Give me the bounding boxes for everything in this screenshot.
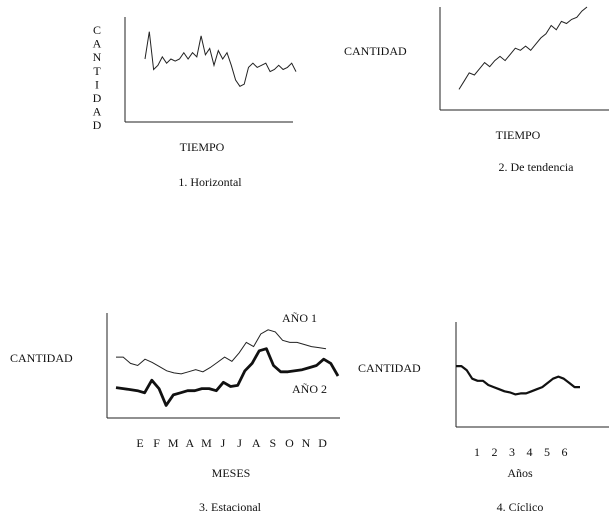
- x-tick-label: O: [285, 436, 294, 450]
- ylabel-letter: A: [93, 105, 102, 119]
- ylabel-letter: T: [93, 64, 101, 78]
- x-tick-label: 3: [509, 445, 515, 459]
- ylabel-letter: A: [93, 37, 102, 51]
- x-tick-label: F: [153, 436, 160, 450]
- x-axis-label: TIEMPO: [496, 128, 541, 142]
- x-tick-label: D: [318, 436, 327, 450]
- x-tick-label: J: [221, 436, 226, 450]
- panel-caption: 1. Horizontal: [178, 175, 242, 189]
- x-tick-label: M: [168, 436, 179, 450]
- y-axis-label: CANTIDAD: [344, 44, 407, 58]
- x-tick-label: 2: [492, 445, 498, 459]
- x-tick-label: N: [302, 436, 311, 450]
- ylabel-vertical-letters: CANTIDAD: [93, 23, 102, 132]
- x-tick-label: A: [252, 436, 261, 450]
- series-line: [456, 366, 580, 394]
- series-line: [459, 7, 587, 89]
- ylabel-letter: D: [93, 91, 102, 105]
- ylabel-letter: C: [93, 23, 101, 37]
- series-line-ano-1: [116, 330, 326, 374]
- panel-caption: 4. Cíclico: [497, 500, 544, 514]
- ylabel-letter: I: [95, 77, 99, 91]
- y-axis-label: CANTIDAD: [358, 361, 421, 375]
- x-tick-label: E: [136, 436, 143, 450]
- x-tick-label: S: [269, 436, 276, 450]
- series-label-ano-2: AÑO 2: [292, 382, 327, 396]
- x-tick-label: 4: [527, 445, 533, 459]
- x-tick-label: J: [237, 436, 242, 450]
- x-axis-label: Años: [507, 466, 533, 480]
- y-axis-label: CANTIDAD: [10, 351, 73, 365]
- series-line: [145, 32, 296, 87]
- panel-caption: 3. Estacional: [199, 500, 262, 514]
- panel-tendencia: CANTIDAD TIEMPO 2. De tendencia: [344, 7, 609, 174]
- x-tick-label: 6: [562, 445, 568, 459]
- x-tick-label: A: [185, 436, 194, 450]
- x-tick-label: 5: [544, 445, 550, 459]
- series-line-ano-2: [116, 349, 338, 406]
- x-axis-label: TIEMPO: [180, 140, 225, 154]
- x-axis-label: MESES: [212, 466, 251, 480]
- x-tick-label: M: [201, 436, 212, 450]
- panel-horizontal: CANTIDAD TIEMPO 1. Horizontal: [93, 17, 296, 189]
- ylabel-letter: D: [93, 118, 102, 132]
- series-label-ano-1: AÑO 1: [282, 311, 317, 325]
- panel-caption: 2. De tendencia: [499, 160, 575, 174]
- ylabel-letter: N: [93, 50, 102, 64]
- x-tick-label: 1: [474, 445, 480, 459]
